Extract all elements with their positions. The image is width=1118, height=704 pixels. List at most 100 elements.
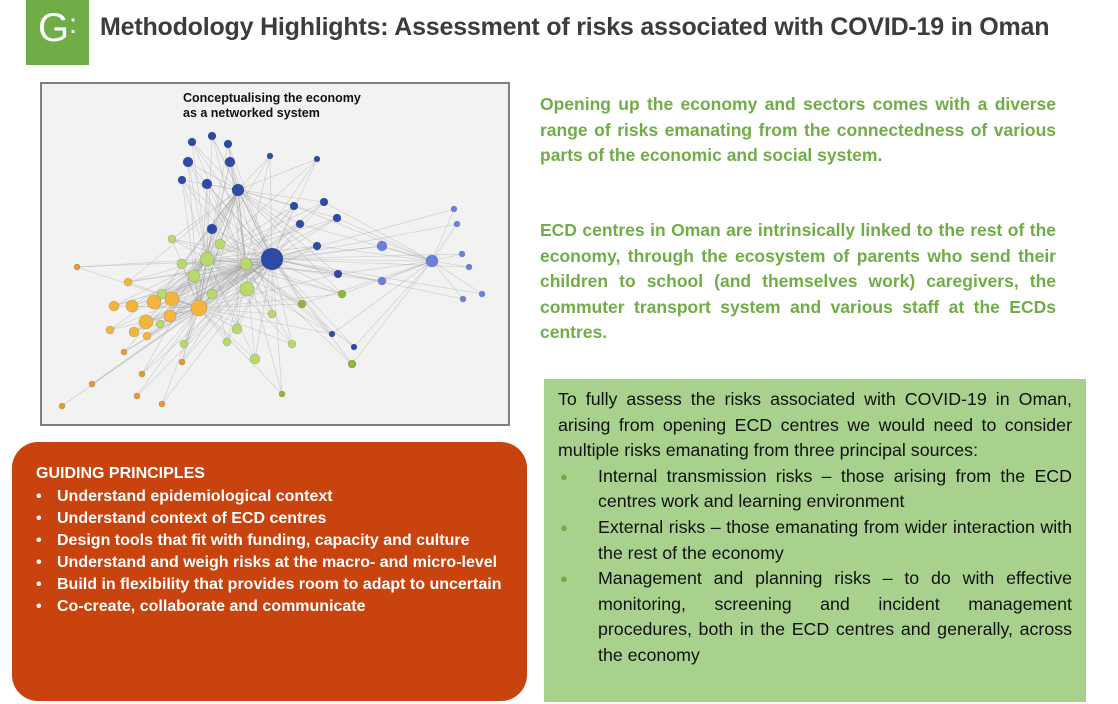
network-edge xyxy=(198,307,273,315)
network-node xyxy=(450,205,458,213)
network-edge xyxy=(271,258,283,395)
network-node xyxy=(182,156,194,168)
network-figure-title: Conceptualising the economy as a network… xyxy=(183,91,361,121)
network-node xyxy=(199,251,215,267)
network-edge xyxy=(237,189,301,225)
network-edge xyxy=(171,258,273,300)
network-edge xyxy=(211,189,239,295)
network-node xyxy=(453,220,461,228)
network-edge xyxy=(206,183,247,265)
network-edge xyxy=(245,263,339,275)
principle-text: Understand context of ECD centres xyxy=(57,510,327,527)
network-edge xyxy=(206,158,318,260)
network-edge xyxy=(193,263,247,277)
network-edge xyxy=(191,141,247,265)
network-node xyxy=(328,330,336,338)
network-edge xyxy=(206,258,273,315)
network-edge xyxy=(161,189,239,295)
network-edge xyxy=(431,260,464,300)
network-edge xyxy=(206,245,318,260)
network-edge xyxy=(187,161,200,309)
network-edge xyxy=(181,263,247,363)
network-edge xyxy=(113,258,208,307)
network-edge xyxy=(381,260,433,282)
network-node xyxy=(120,348,128,356)
network-node xyxy=(319,197,329,207)
network-edge xyxy=(337,260,433,275)
network-edge xyxy=(237,189,273,260)
network-node xyxy=(478,290,486,298)
network-edge xyxy=(198,307,333,335)
network-edge xyxy=(91,307,200,385)
risk-sources-intro: To fully assess the risks associated wit… xyxy=(558,389,1072,461)
network-edge xyxy=(153,189,239,303)
network-node xyxy=(224,156,236,168)
principle-text: Design tools that fit with funding, capa… xyxy=(57,532,470,549)
network-edge xyxy=(161,307,200,405)
intro-paragraph-1: Opening up the economy and sectors comes… xyxy=(540,94,1056,165)
network-node xyxy=(376,240,388,252)
network-edge xyxy=(211,189,239,230)
network-edge xyxy=(271,258,383,282)
network-edge xyxy=(127,189,239,283)
network-edge xyxy=(227,143,239,191)
network-edge xyxy=(229,161,247,265)
network-edge xyxy=(206,258,248,290)
network-edge xyxy=(301,260,433,305)
network-edge xyxy=(187,161,239,191)
network-title-line2: as a networked system xyxy=(183,106,320,120)
network-edge xyxy=(229,161,273,260)
risk-source-item: ● Internal transmission risks – those ari… xyxy=(558,464,1072,515)
network-edge xyxy=(206,189,239,260)
principle-item: • Co-create, collaborate and communicate xyxy=(36,596,507,618)
risk-sources-list: ● Internal transmission risks – those ari… xyxy=(558,464,1072,669)
network-edge xyxy=(431,260,470,268)
network-edge xyxy=(245,158,318,265)
network-edges xyxy=(61,135,483,407)
principle-text: Co-create, collaborate and communicate xyxy=(57,598,366,615)
network-node xyxy=(190,299,208,317)
network-edge xyxy=(131,258,208,307)
network-edge xyxy=(206,183,273,260)
risk-source-text: Internal transmission risks – those aris… xyxy=(598,465,1072,512)
network-edge xyxy=(161,258,273,405)
network-edge xyxy=(336,217,433,262)
network-edge xyxy=(198,245,318,309)
network-edge xyxy=(323,201,433,262)
network-edge xyxy=(198,293,343,309)
network-edge xyxy=(271,245,383,260)
network-edge xyxy=(245,223,301,265)
network-edge xyxy=(187,161,247,265)
network-node xyxy=(287,339,297,349)
network-edge xyxy=(206,258,238,330)
network-edge xyxy=(171,238,273,260)
network-node xyxy=(350,343,358,351)
network-edge xyxy=(198,263,247,309)
network-edge xyxy=(161,258,273,295)
network-edge xyxy=(136,258,273,397)
network-node xyxy=(146,294,162,310)
network-edge xyxy=(61,258,273,407)
network-edge xyxy=(198,263,247,309)
network-edge xyxy=(198,183,208,309)
guiding-principles-list: • Understand epidemiological context • Und… xyxy=(36,486,507,618)
network-edge xyxy=(127,258,208,283)
network-edge xyxy=(271,258,464,300)
risk-source-text: Management and planning risks – to do wi… xyxy=(598,568,1072,665)
network-edge xyxy=(353,260,433,348)
network-edge xyxy=(271,258,343,295)
guiding-principles-panel: GUIDING PRINCIPLES • Understand epidemiol… xyxy=(12,442,527,701)
network-edge xyxy=(271,208,455,260)
page-title: Methodology Highlights: Assessment of ri… xyxy=(100,13,1050,41)
network-edge xyxy=(181,179,247,265)
network-graph xyxy=(58,131,486,410)
network-node xyxy=(289,201,299,211)
network-node xyxy=(176,258,188,270)
network-edge xyxy=(141,307,200,375)
network-edge xyxy=(245,217,338,265)
network-node xyxy=(156,288,168,300)
network-edge xyxy=(316,245,433,262)
network-node xyxy=(88,380,96,388)
network-node xyxy=(266,152,274,160)
network-edge xyxy=(431,223,458,262)
